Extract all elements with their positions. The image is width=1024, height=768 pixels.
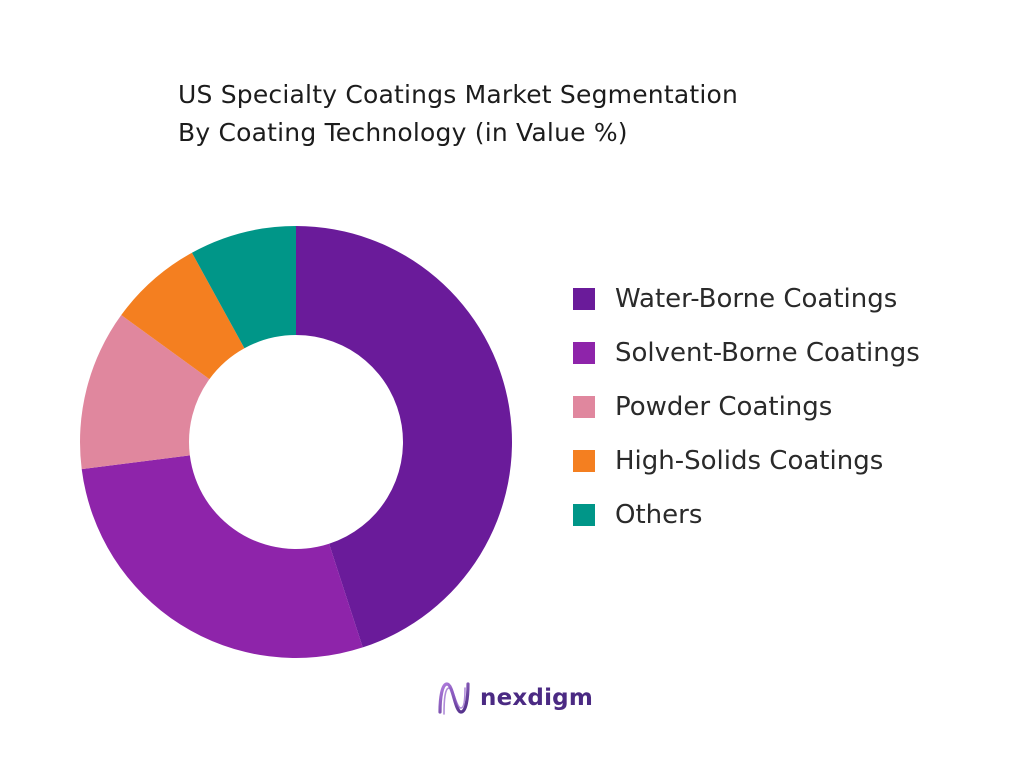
legend-item-others: Others (573, 488, 920, 542)
legend-label: Others (615, 500, 703, 530)
legend-swatch (573, 342, 595, 364)
legend-label: Powder Coatings (615, 392, 833, 422)
legend-swatch (573, 288, 595, 310)
legend-item-solvent-borne: Solvent-Borne Coatings (573, 326, 920, 380)
donut-slice-solvent-borne-coatings (81, 455, 363, 659)
donut-slice-others (191, 226, 296, 349)
legend-item-powder: Powder Coatings (573, 380, 920, 434)
chart-title-line-2: By Coating Technology (in Value %) (178, 118, 628, 147)
donut-slice-water-borne-coatings (296, 226, 512, 648)
legend-label: Water-Borne Coatings (615, 284, 898, 314)
nexdigm-logo: nexdigm (436, 678, 593, 718)
legend-item-water-borne: Water-Borne Coatings (573, 272, 920, 326)
donut-slice-high-solids-coatings (121, 252, 245, 380)
legend-swatch (573, 504, 595, 526)
legend-swatch (573, 396, 595, 418)
legend-swatch (573, 450, 595, 472)
donut-slice-powder-coatings (80, 315, 210, 470)
legend-label: Solvent-Borne Coatings (615, 338, 920, 368)
chart-legend: Water-Borne Coatings Solvent-Borne Coati… (573, 272, 920, 542)
legend-item-high-solids: High-Solids Coatings (573, 434, 920, 488)
nexdigm-logo-text: nexdigm (480, 685, 593, 711)
legend-label: High-Solids Coatings (615, 446, 884, 476)
chart-title: US Specialty Coatings Market Segmentatio… (178, 76, 738, 152)
nexdigm-logo-icon (438, 682, 470, 715)
chart-title-line-1: US Specialty Coatings Market Segmentatio… (178, 80, 739, 109)
